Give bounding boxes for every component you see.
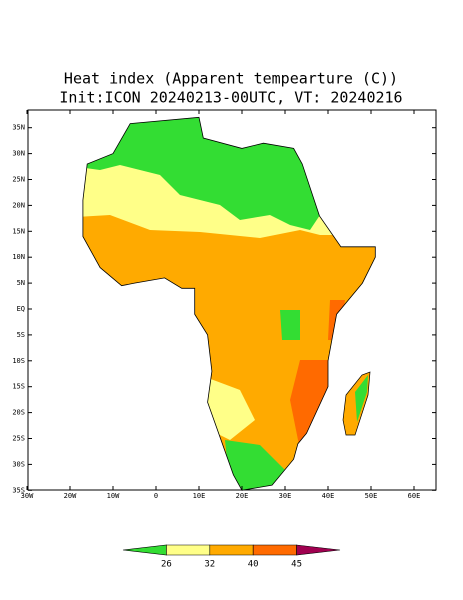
lon-tick-label: 40E	[322, 492, 335, 500]
lat-tick-label: 5S	[17, 331, 25, 339]
ticks: 35N 30N 25N 20N 15N 10N 5N EQ 5S 10S 15S 20S 25S 30S 3…	[12, 110, 436, 500]
lat-tick-label: 10S	[12, 357, 25, 365]
lat-tick-label: 25S	[12, 435, 25, 443]
lat-tick-label: 30S	[12, 460, 25, 468]
lon-tick-label: 30W	[21, 492, 34, 500]
lat-tick-label: 5N	[17, 279, 25, 287]
colorbar-segment	[252, 544, 297, 556]
colorbar-label: 26	[161, 560, 172, 570]
lat-tick-label: 20N	[12, 201, 25, 209]
lat-tick-label: 10N	[12, 253, 25, 261]
lon-tick-label: 60E	[408, 492, 421, 500]
lat-tick-label: 25N	[12, 176, 25, 184]
lat-tick-label: EQ	[17, 305, 25, 313]
colorbar-segment	[209, 544, 254, 556]
lon-tick-label: 30E	[279, 492, 292, 500]
lon-tick-label: 20W	[64, 492, 77, 500]
lon-tick-label: 0	[154, 492, 158, 500]
colorbar-label: 45	[291, 560, 302, 570]
colorbar-segment	[166, 544, 211, 556]
lon-tick-label: 20E	[236, 492, 249, 500]
subtitle: Init:ICON 20240213-00UTC, VT: 20240216	[59, 89, 402, 107]
lat-tick-label: 35N	[12, 124, 25, 132]
title: Heat index (Apparent tempearture (C))	[64, 70, 398, 88]
colorbar: 26 32 40 45	[122, 544, 341, 570]
lat-tick-label: 35S	[12, 486, 25, 494]
lat-tick-label: 30N	[12, 150, 25, 158]
colorbar-segment	[296, 544, 341, 556]
lon-tick-label: 10E	[193, 492, 206, 500]
lat-tick-label: 20S	[12, 409, 25, 417]
lat-tick-label: 15N	[12, 227, 25, 235]
lon-tick-label: 50E	[365, 492, 378, 500]
madagascar-east	[355, 375, 368, 422]
colorbar-label: 32	[204, 560, 215, 570]
colorbar-segment	[122, 544, 167, 556]
colorbar-label: 40	[248, 560, 259, 570]
lon-tick-label: 10W	[107, 492, 120, 500]
lat-tick-label: 15S	[12, 383, 25, 391]
